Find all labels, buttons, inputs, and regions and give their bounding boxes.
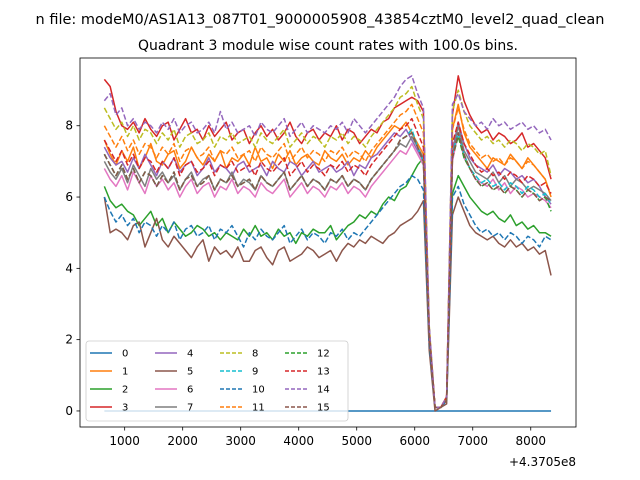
axes-frame (79, 57, 577, 428)
series-line-10 (103, 174, 552, 409)
x-tick-label: 5000 (341, 434, 372, 448)
figure-suptitle: n file: modeM0/AS1A13_087T01_9000005908_… (36, 12, 605, 28)
legend-label-9: 9 (252, 367, 258, 378)
x-tick-label: 1000 (109, 434, 140, 448)
legend-label-7: 7 (187, 403, 193, 414)
legend-label-15: 15 (317, 403, 330, 414)
legend-label-3: 3 (122, 403, 128, 414)
x-tick-label: 7000 (457, 434, 488, 448)
chart-title: Quadrant 3 module wise count rates with … (138, 38, 518, 54)
x-tick-label: 3000 (225, 434, 256, 448)
legend-label-2: 2 (122, 385, 128, 396)
series-line-11 (103, 103, 552, 409)
series-line-6 (103, 132, 552, 409)
x-tick-label: 2000 (167, 434, 198, 448)
legend-label-4: 4 (187, 349, 193, 360)
plot-area: 1000 2000 3000 4000 5000 6000 7000 800002468012… (65, 57, 577, 448)
series-line-5 (103, 196, 552, 412)
x-offset-label: +4.3705e8 (509, 455, 576, 469)
legend-label-6: 6 (187, 385, 193, 396)
y-tick-label: 2 (65, 333, 73, 347)
series-line-2 (103, 157, 552, 409)
x-tick-label: 4000 (283, 434, 314, 448)
x-tick-label: 8000 (515, 434, 546, 448)
legend-label-5: 5 (187, 367, 193, 378)
series-line-1 (103, 103, 552, 409)
y-tick-label: 6 (65, 190, 73, 204)
series-line-8 (103, 85, 552, 409)
legend-label-13: 13 (317, 367, 330, 378)
legend-label-11: 11 (252, 403, 265, 414)
legend-label-14: 14 (317, 385, 330, 396)
y-tick-label: 8 (65, 119, 73, 133)
series-line-13 (103, 117, 552, 409)
legend-label-12: 12 (317, 349, 330, 360)
y-tick-label: 4 (65, 261, 73, 275)
x-tick-label: 6000 (399, 434, 430, 448)
legend-label-10: 10 (252, 385, 265, 396)
legend-label-0: 0 (122, 349, 128, 360)
legend-label-8: 8 (252, 349, 258, 360)
legend-label-1: 1 (122, 367, 128, 378)
series-line-14 (103, 75, 552, 409)
legend-box (85, 340, 349, 422)
series-line-15 (103, 132, 552, 409)
y-tick-label: 0 (65, 404, 73, 418)
